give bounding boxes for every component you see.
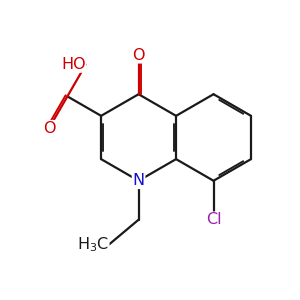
Text: Cl: Cl xyxy=(206,212,221,227)
Text: N: N xyxy=(133,173,145,188)
Text: $\mathregular{H_3C}$: $\mathregular{H_3C}$ xyxy=(77,236,109,254)
Text: O: O xyxy=(132,48,145,63)
Text: HO: HO xyxy=(61,57,86,72)
Text: O: O xyxy=(43,121,55,136)
